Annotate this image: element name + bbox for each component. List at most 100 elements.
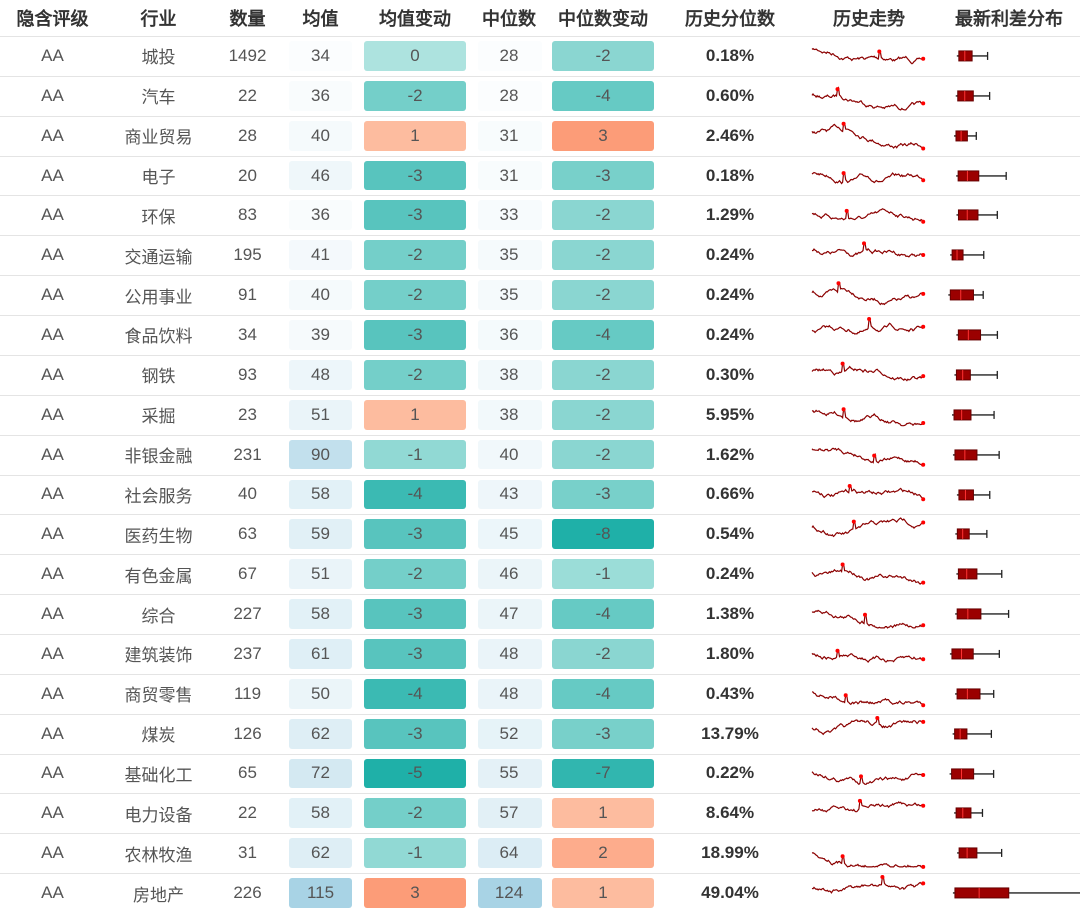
sparkline-point [843, 693, 848, 698]
sparkline-path [811, 47, 924, 65]
cell-background [478, 240, 542, 271]
table-cell: -2 [407, 85, 423, 105]
sparkline-path [811, 407, 924, 427]
table-cell: 3 [598, 125, 608, 145]
table-cell: 0.54% [705, 524, 755, 544]
cell-background [552, 638, 654, 669]
cell-background [289, 838, 352, 869]
table-cell: 93 [238, 364, 257, 384]
table-cell: 40 [499, 444, 519, 464]
sparkline-point [863, 612, 867, 617]
sparkline-path [811, 770, 924, 785]
table-cell: 46 [311, 165, 330, 185]
table-cell: 电子 [141, 168, 176, 187]
cell-background [289, 439, 352, 470]
table-cell: -4 [407, 683, 423, 703]
table-cell: 22 [238, 85, 257, 105]
cell-background [364, 80, 466, 111]
cell-background [478, 678, 542, 709]
cell-background [552, 718, 654, 749]
sparkline-path [811, 852, 924, 869]
table-cell: -2 [407, 245, 423, 265]
cell-background [289, 758, 352, 789]
table-cell: -8 [595, 524, 611, 544]
sparkline-path [811, 170, 924, 185]
sparkline-point [867, 317, 872, 322]
row-divider [0, 793, 1080, 795]
cell-background [552, 878, 654, 908]
sparkline-point [921, 865, 926, 870]
table-cell: 227 [233, 604, 262, 623]
cell-background [364, 240, 466, 271]
table-cell: 31 [238, 843, 257, 863]
table-cell: AA [41, 883, 64, 903]
row-divider [0, 554, 1080, 556]
table-cell: 51 [311, 404, 330, 424]
sparkline [811, 170, 926, 185]
cell-background [478, 798, 542, 829]
sparkline-point [857, 799, 862, 804]
box-part [958, 847, 978, 859]
sparkline-point [840, 562, 845, 567]
box-plot [948, 289, 984, 301]
table-cell: -2 [407, 803, 423, 823]
table-cell: 0.24% [705, 245, 755, 265]
cell-background [478, 638, 542, 669]
sparkline-point [875, 715, 880, 720]
box-plot [954, 807, 984, 819]
sparkline [811, 406, 926, 427]
table-cell: -4 [595, 604, 611, 623]
table-cell: 55 [499, 763, 519, 783]
table-cell: AA [41, 404, 64, 424]
table-cell: 0.22% [705, 763, 755, 783]
table-cell: 50 [311, 683, 330, 703]
table-cell: 72 [311, 763, 330, 783]
box-plot [955, 608, 1010, 620]
sparkline-path [811, 609, 924, 629]
cell-background [478, 838, 542, 869]
table-cell: 43 [499, 484, 519, 504]
table-cell: 汽车 [141, 88, 176, 108]
row-divider [0, 833, 1080, 835]
box-plot [956, 568, 1003, 580]
table-cell: -2 [595, 643, 611, 663]
cell-background [478, 718, 542, 749]
table-cell: 28 [499, 85, 519, 105]
cell-background [289, 240, 352, 271]
box-plot [953, 130, 977, 142]
table-cell: AA [41, 85, 64, 105]
table-cell: AA [41, 364, 64, 384]
sparkline-path [811, 242, 924, 258]
sparkline-path [811, 122, 924, 149]
cell-background [552, 519, 654, 550]
table-cell: AA [41, 444, 64, 464]
table-cell: 48 [499, 683, 519, 703]
table-cell: 231 [233, 444, 262, 464]
cell-background [289, 80, 352, 111]
table-cell: AA [41, 165, 64, 185]
box-part [954, 449, 978, 461]
sparkline-point [921, 420, 926, 425]
cell-background [552, 758, 654, 789]
table-cell: 1.62% [705, 444, 755, 464]
cell-background [289, 599, 352, 629]
table-cell: 36 [311, 85, 330, 105]
table-cell: 90 [311, 444, 330, 464]
table-cell: 房地产 [133, 885, 184, 905]
header-cell: 隐含评级 [16, 9, 89, 29]
box-part [956, 688, 981, 700]
table-cell: 非银金融 [124, 447, 193, 467]
sparkline-point [921, 580, 926, 585]
table-cell: 0.60% [705, 85, 755, 105]
table-cell: -3 [595, 165, 611, 185]
table-cell: 0.24% [705, 285, 755, 305]
box-plot [949, 767, 995, 779]
sparkline-point [844, 209, 849, 214]
table-cell: -3 [407, 165, 423, 185]
row-divider [0, 36, 1080, 37]
table-cell: -4 [407, 484, 423, 504]
sparkline-path [811, 281, 924, 306]
row-divider [0, 115, 1080, 117]
cell-background [478, 758, 542, 789]
row-divider [0, 434, 1080, 436]
